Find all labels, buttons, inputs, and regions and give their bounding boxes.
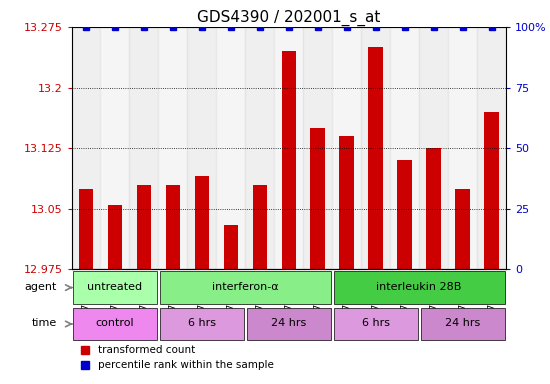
Bar xyxy=(274,27,303,270)
Bar xyxy=(101,27,129,270)
FancyBboxPatch shape xyxy=(421,308,504,340)
Bar xyxy=(484,112,499,270)
Bar xyxy=(303,27,332,270)
Bar xyxy=(72,27,101,270)
Text: time: time xyxy=(32,318,57,328)
Bar xyxy=(368,47,383,270)
FancyBboxPatch shape xyxy=(247,308,331,340)
Bar xyxy=(252,185,267,270)
Text: 6 hrs: 6 hrs xyxy=(188,318,216,328)
FancyBboxPatch shape xyxy=(73,271,157,304)
Bar xyxy=(158,27,188,270)
Text: untreated: untreated xyxy=(87,282,142,292)
Bar xyxy=(195,176,209,270)
Text: 24 hrs: 24 hrs xyxy=(445,318,480,328)
Bar xyxy=(166,185,180,270)
Bar xyxy=(188,27,216,270)
Bar xyxy=(282,51,296,270)
Bar xyxy=(426,148,441,270)
Text: percentile rank within the sample: percentile rank within the sample xyxy=(97,360,273,370)
Bar xyxy=(216,27,245,270)
Bar xyxy=(477,27,506,270)
Bar xyxy=(129,27,158,270)
FancyBboxPatch shape xyxy=(160,271,331,304)
Text: agent: agent xyxy=(25,282,57,292)
Bar xyxy=(108,205,122,270)
FancyBboxPatch shape xyxy=(334,308,417,340)
Bar xyxy=(448,27,477,270)
Bar xyxy=(339,136,354,270)
Bar xyxy=(332,27,361,270)
FancyBboxPatch shape xyxy=(160,308,244,340)
Bar xyxy=(419,27,448,270)
Text: 6 hrs: 6 hrs xyxy=(362,318,389,328)
Bar xyxy=(245,27,274,270)
Text: interleukin 28B: interleukin 28B xyxy=(376,282,462,292)
Text: transformed count: transformed count xyxy=(97,345,195,355)
Title: GDS4390 / 202001_s_at: GDS4390 / 202001_s_at xyxy=(197,9,381,25)
Bar xyxy=(310,128,325,270)
Bar xyxy=(397,160,412,270)
Bar xyxy=(223,225,238,270)
Text: 24 hrs: 24 hrs xyxy=(271,318,306,328)
Bar xyxy=(390,27,419,270)
FancyBboxPatch shape xyxy=(334,271,504,304)
Text: control: control xyxy=(96,318,134,328)
Bar xyxy=(361,27,390,270)
Text: interferon-α: interferon-α xyxy=(212,282,279,292)
Bar xyxy=(79,189,94,270)
Bar xyxy=(455,189,470,270)
Bar xyxy=(137,185,151,270)
FancyBboxPatch shape xyxy=(73,308,157,340)
